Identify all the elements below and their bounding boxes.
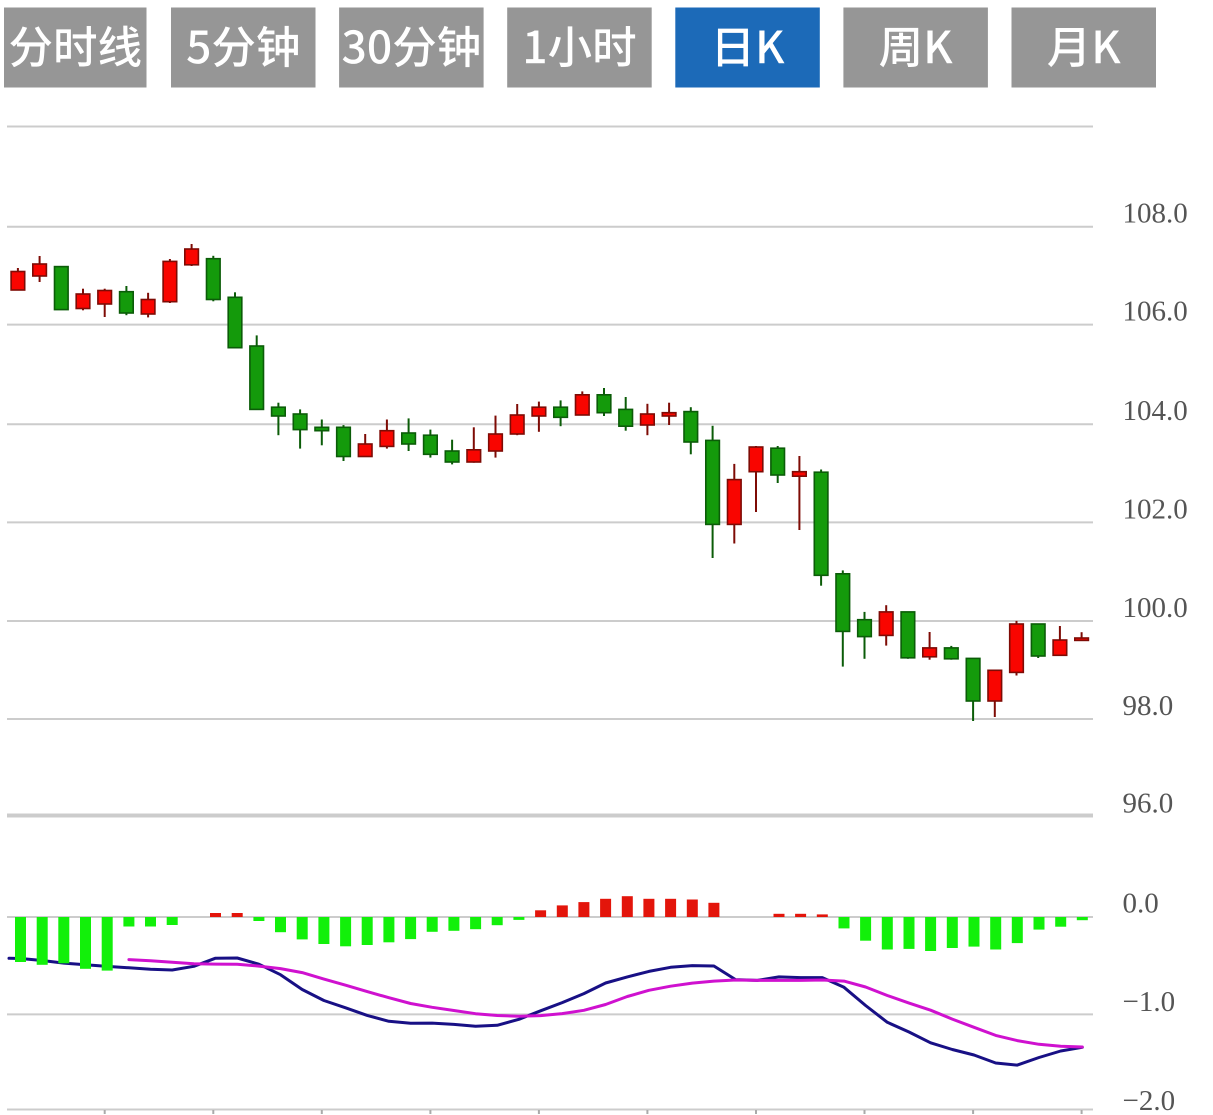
svg-text:−2.0: −2.0 [1123,1085,1176,1115]
svg-text:102.0: 102.0 [1123,493,1188,525]
svg-text:0.0: 0.0 [1123,888,1159,920]
svg-text:108.0: 108.0 [1123,198,1188,230]
svg-text:96.0: 96.0 [1123,787,1174,819]
svg-text:106.0: 106.0 [1123,296,1188,328]
svg-text:104.0: 104.0 [1123,395,1188,427]
svg-text:98.0: 98.0 [1123,690,1174,722]
svg-text:100.0: 100.0 [1123,592,1188,624]
svg-text:−1.0: −1.0 [1123,986,1176,1018]
